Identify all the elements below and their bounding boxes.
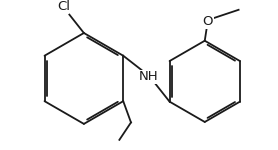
- Text: NH: NH: [138, 70, 158, 83]
- Text: O: O: [202, 15, 213, 28]
- Text: Cl: Cl: [57, 0, 70, 13]
